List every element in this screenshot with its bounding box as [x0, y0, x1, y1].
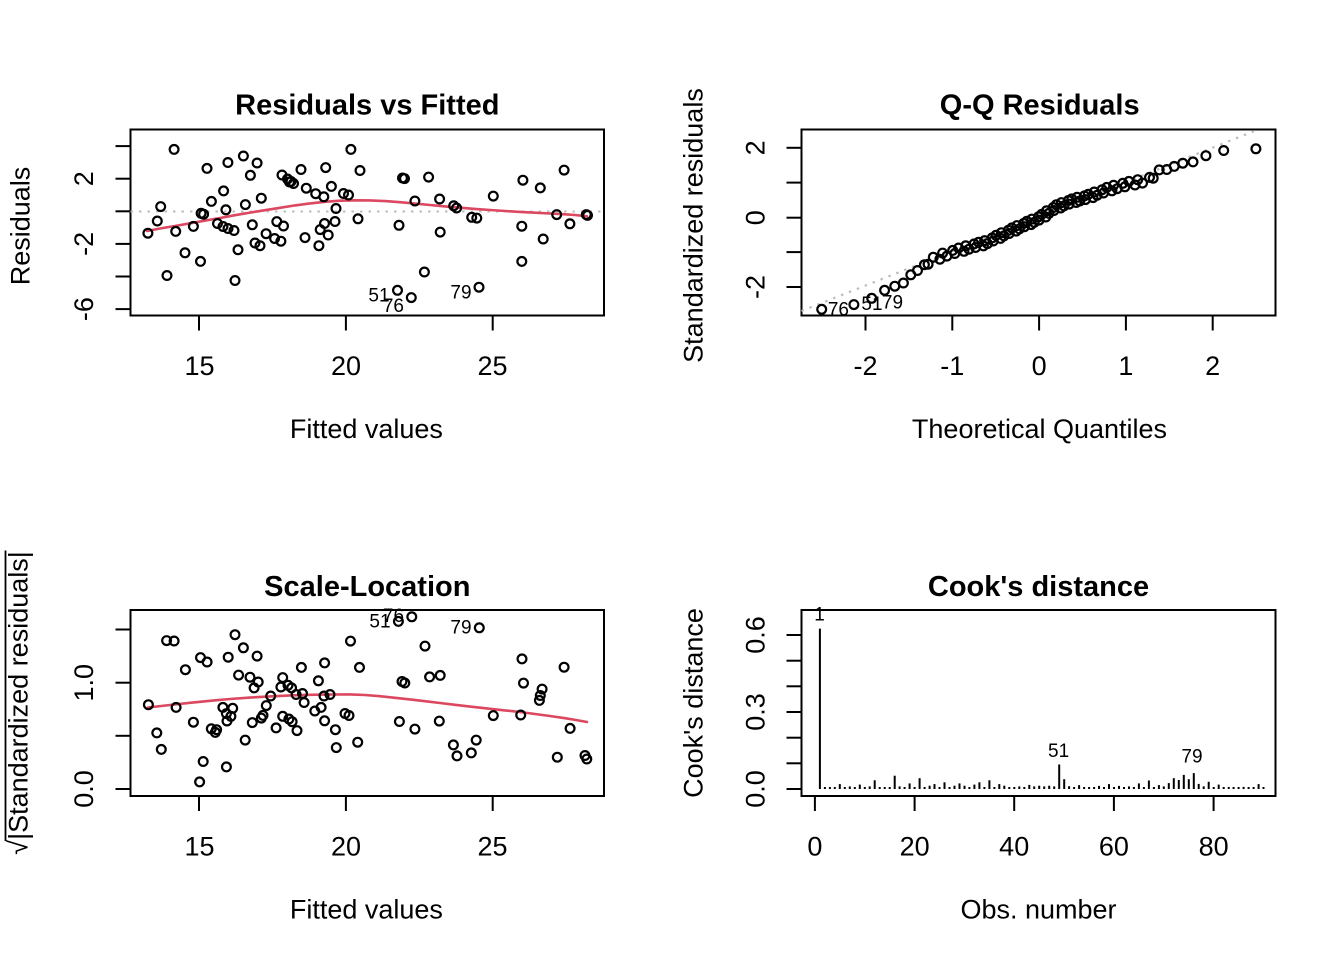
svg-text:Scale-Location: Scale-Location — [264, 571, 470, 603]
svg-text:0.0: 0.0 — [69, 770, 99, 808]
svg-text:80: 80 — [1199, 832, 1229, 862]
svg-text:51: 51 — [1048, 741, 1069, 762]
svg-text:15: 15 — [184, 832, 214, 862]
svg-text:Residuals vs Fitted: Residuals vs Fitted — [235, 90, 499, 122]
svg-text:0: 0 — [1032, 351, 1047, 381]
svg-text:Cook's distance: Cook's distance — [928, 571, 1149, 603]
svg-text:0.3: 0.3 — [740, 693, 770, 731]
svg-text:-2: -2 — [69, 232, 99, 256]
svg-text:√|Standardized residuals|: √|Standardized residuals| — [4, 551, 34, 855]
svg-text:0: 0 — [740, 210, 770, 225]
svg-text:1: 1 — [814, 605, 825, 626]
svg-text:-2: -2 — [740, 275, 770, 299]
svg-text:Residuals: Residuals — [6, 167, 36, 286]
svg-text:76: 76 — [383, 606, 404, 627]
svg-text:51: 51 — [368, 286, 389, 307]
svg-text:20: 20 — [900, 832, 930, 862]
svg-text:20: 20 — [331, 832, 361, 862]
svg-text:51: 51 — [861, 294, 882, 315]
svg-text:79: 79 — [450, 283, 471, 304]
svg-text:0.0: 0.0 — [740, 770, 770, 808]
svg-text:2: 2 — [740, 140, 770, 155]
svg-text:76: 76 — [828, 300, 849, 321]
svg-text:0: 0 — [807, 832, 822, 862]
svg-text:0.6: 0.6 — [740, 616, 770, 654]
svg-text:Standardized residuals: Standardized residuals — [679, 88, 709, 363]
svg-text:2: 2 — [69, 171, 99, 186]
svg-text:-2: -2 — [853, 351, 877, 381]
svg-text:79: 79 — [882, 293, 903, 314]
svg-text:15: 15 — [184, 351, 214, 381]
svg-text:25: 25 — [477, 351, 507, 381]
svg-text:Theoretical Quantiles: Theoretical Quantiles — [912, 414, 1167, 444]
svg-text:76: 76 — [383, 296, 404, 317]
svg-text:40: 40 — [999, 832, 1029, 862]
svg-text:-6: -6 — [69, 297, 99, 321]
svg-text:Fitted values: Fitted values — [290, 414, 443, 444]
svg-text:20: 20 — [331, 351, 361, 381]
svg-text:Cook's distance: Cook's distance — [679, 608, 709, 798]
svg-text:Fitted values: Fitted values — [290, 895, 443, 925]
svg-text:79: 79 — [450, 618, 471, 639]
svg-text:Obs. number: Obs. number — [960, 895, 1116, 925]
svg-text:60: 60 — [1099, 832, 1129, 862]
svg-text:-1: -1 — [940, 351, 964, 381]
svg-text:1.0: 1.0 — [69, 664, 99, 702]
svg-text:1: 1 — [1118, 351, 1133, 381]
svg-text:Q-Q Residuals: Q-Q Residuals — [940, 90, 1140, 122]
svg-text:25: 25 — [477, 832, 507, 862]
svg-text:51: 51 — [369, 612, 390, 633]
svg-text:79: 79 — [1181, 747, 1202, 768]
svg-text:2: 2 — [1205, 351, 1220, 381]
